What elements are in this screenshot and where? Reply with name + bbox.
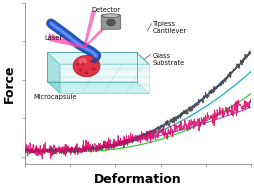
X-axis label: Deformation: Deformation [94,173,182,186]
Text: Detector: Detector [92,7,121,13]
Text: Laser: Laser [44,35,62,41]
Text: Microcapsule: Microcapsule [34,94,77,100]
Text: Tipless
Cantilever: Tipless Cantilever [153,21,187,34]
Text: Glass
Substrate: Glass Substrate [153,53,185,66]
Y-axis label: Force: Force [3,64,16,103]
